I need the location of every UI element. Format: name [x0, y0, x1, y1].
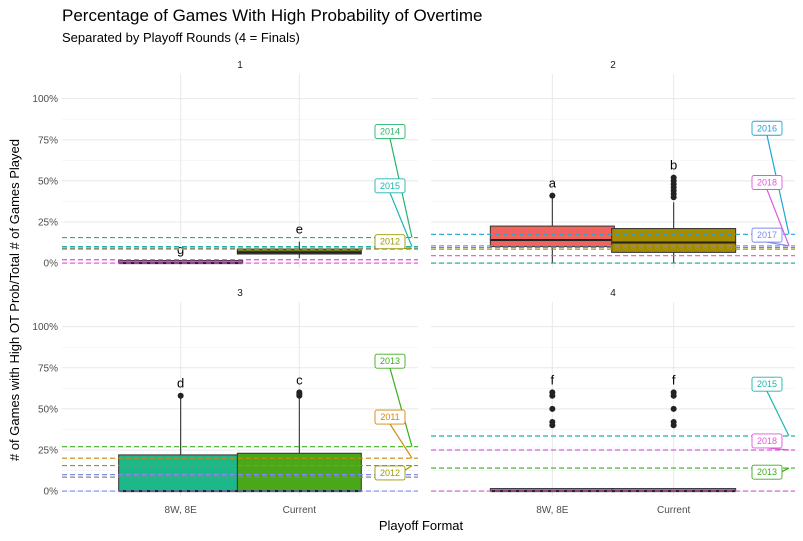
year-label-leader	[766, 390, 790, 437]
year-label-2015: 2015	[751, 376, 790, 437]
year-label-text: 2012	[380, 237, 400, 247]
year-label-text: 2016	[757, 123, 777, 133]
y-tick-label: 0%	[44, 259, 59, 270]
facet-panel-4: 4 8W, 8E Current f f 2015 2018 2013	[431, 288, 795, 516]
box-8w-8e: d	[118, 376, 244, 493]
year-label-text: 2017	[757, 230, 777, 240]
y-tick-label: 0%	[44, 487, 59, 498]
year-label-2013: 2013	[751, 464, 790, 480]
outlier-point	[549, 405, 556, 412]
year-label-leader	[389, 423, 413, 459]
facet-strip-label: 4	[610, 288, 616, 299]
facet-strip-label: 1	[237, 60, 243, 71]
year-label-text: 2013	[757, 467, 777, 477]
year-label-text: 2015	[757, 379, 777, 389]
year-label-box	[374, 234, 406, 250]
x-tick-label: Current	[283, 505, 317, 516]
group-letter: g	[177, 242, 184, 257]
group-letter: f	[672, 372, 676, 387]
y-axis-label: # of Games with High OT Prob/Total # of …	[7, 139, 22, 461]
year-label-text: 2012	[380, 468, 400, 478]
year-label-2017: 2017	[751, 227, 790, 247]
facet-panel-1: 1 0% 25% 50% 75% 100% g e 2014 2015 2012	[32, 60, 418, 270]
facet-strip-label: 3	[237, 288, 243, 299]
outlier-point	[670, 174, 677, 181]
y-tick-label: 75%	[38, 135, 58, 146]
y-tick-label: 100%	[32, 94, 58, 105]
y-tick-label: 50%	[38, 176, 58, 187]
chart-title: Percentage of Games With High Probabilit…	[62, 6, 482, 25]
year-label-text: 2013	[380, 356, 400, 366]
group-letter: e	[296, 222, 303, 237]
y-tick-label: 100%	[32, 322, 58, 333]
outlier-point	[177, 392, 184, 399]
year-label-2011: 2011	[374, 409, 413, 459]
outlier-point	[549, 192, 556, 199]
year-label-2012: 2012	[374, 465, 413, 481]
year-label-box	[374, 178, 406, 194]
year-label-box	[751, 376, 783, 392]
year-label-text: 2011	[380, 412, 399, 422]
year-label-leader	[766, 189, 790, 247]
box-current: c	[236, 372, 362, 493]
outlier-point	[296, 389, 303, 396]
y-tick-label: 25%	[38, 445, 58, 456]
year-label-box	[751, 433, 783, 449]
year-label-leader	[389, 368, 413, 447]
box-body	[236, 452, 362, 492]
year-label-2018: 2018	[751, 433, 790, 451]
outlier-point	[670, 389, 677, 396]
chart-subtitle: Separated by Playoff Rounds (4 = Finals)	[62, 30, 300, 45]
facet-strip-label: 2	[610, 60, 616, 71]
outlier-point	[549, 389, 556, 396]
year-label-box	[751, 464, 783, 480]
year-label-2013: 2013	[374, 353, 413, 447]
box-8w-8e: a	[489, 176, 615, 264]
y-tick-label: 50%	[38, 404, 58, 415]
year-label-leader	[766, 241, 790, 247]
year-label-box	[374, 353, 406, 369]
x-tick-label: Current	[657, 505, 691, 516]
x-axis-label: Playoff Format	[379, 518, 464, 533]
group-letter: f	[551, 372, 555, 387]
year-label-box	[374, 409, 406, 425]
outlier-point	[670, 419, 677, 426]
group-letter: b	[670, 158, 677, 173]
year-label-2018: 2018	[751, 175, 790, 247]
x-tick-label: 8W, 8E	[165, 505, 198, 516]
y-tick-label: 25%	[38, 217, 58, 228]
group-letter: d	[177, 376, 184, 391]
year-label-text: 2018	[757, 178, 777, 188]
facet-panel-2: 2 a b 2016 2018 2017	[431, 60, 795, 268]
year-label-box	[374, 124, 406, 139]
year-label-2015: 2015	[374, 178, 413, 247]
year-label-2012: 2012	[374, 234, 413, 250]
box-current: e	[236, 222, 362, 259]
year-label-box	[374, 465, 406, 481]
box-body	[118, 454, 244, 492]
facet-panels: 1 0% 25% 50% 75% 100% g e 2014 2015 2012 2 a b 2016 201…	[32, 60, 795, 516]
outlier-point	[670, 405, 677, 412]
outlier-point	[549, 419, 556, 426]
year-label-text: 2018	[757, 436, 777, 446]
group-letter: a	[549, 176, 557, 191]
year-label-box	[751, 120, 783, 136]
facet-panel-3: 3 0% 25% 50% 75% 100% 8W, 8E Current d c 2013 2011 2…	[32, 288, 418, 516]
x-tick-label: 8W, 8E	[536, 505, 569, 516]
y-tick-label: 75%	[38, 363, 58, 374]
year-label-box	[751, 227, 783, 243]
year-label-box	[751, 175, 783, 190]
year-label-leader	[389, 192, 413, 247]
year-label-text: 2014	[380, 127, 400, 137]
year-label-text: 2015	[380, 181, 400, 191]
box-body	[489, 225, 615, 248]
group-letter: c	[296, 372, 303, 387]
